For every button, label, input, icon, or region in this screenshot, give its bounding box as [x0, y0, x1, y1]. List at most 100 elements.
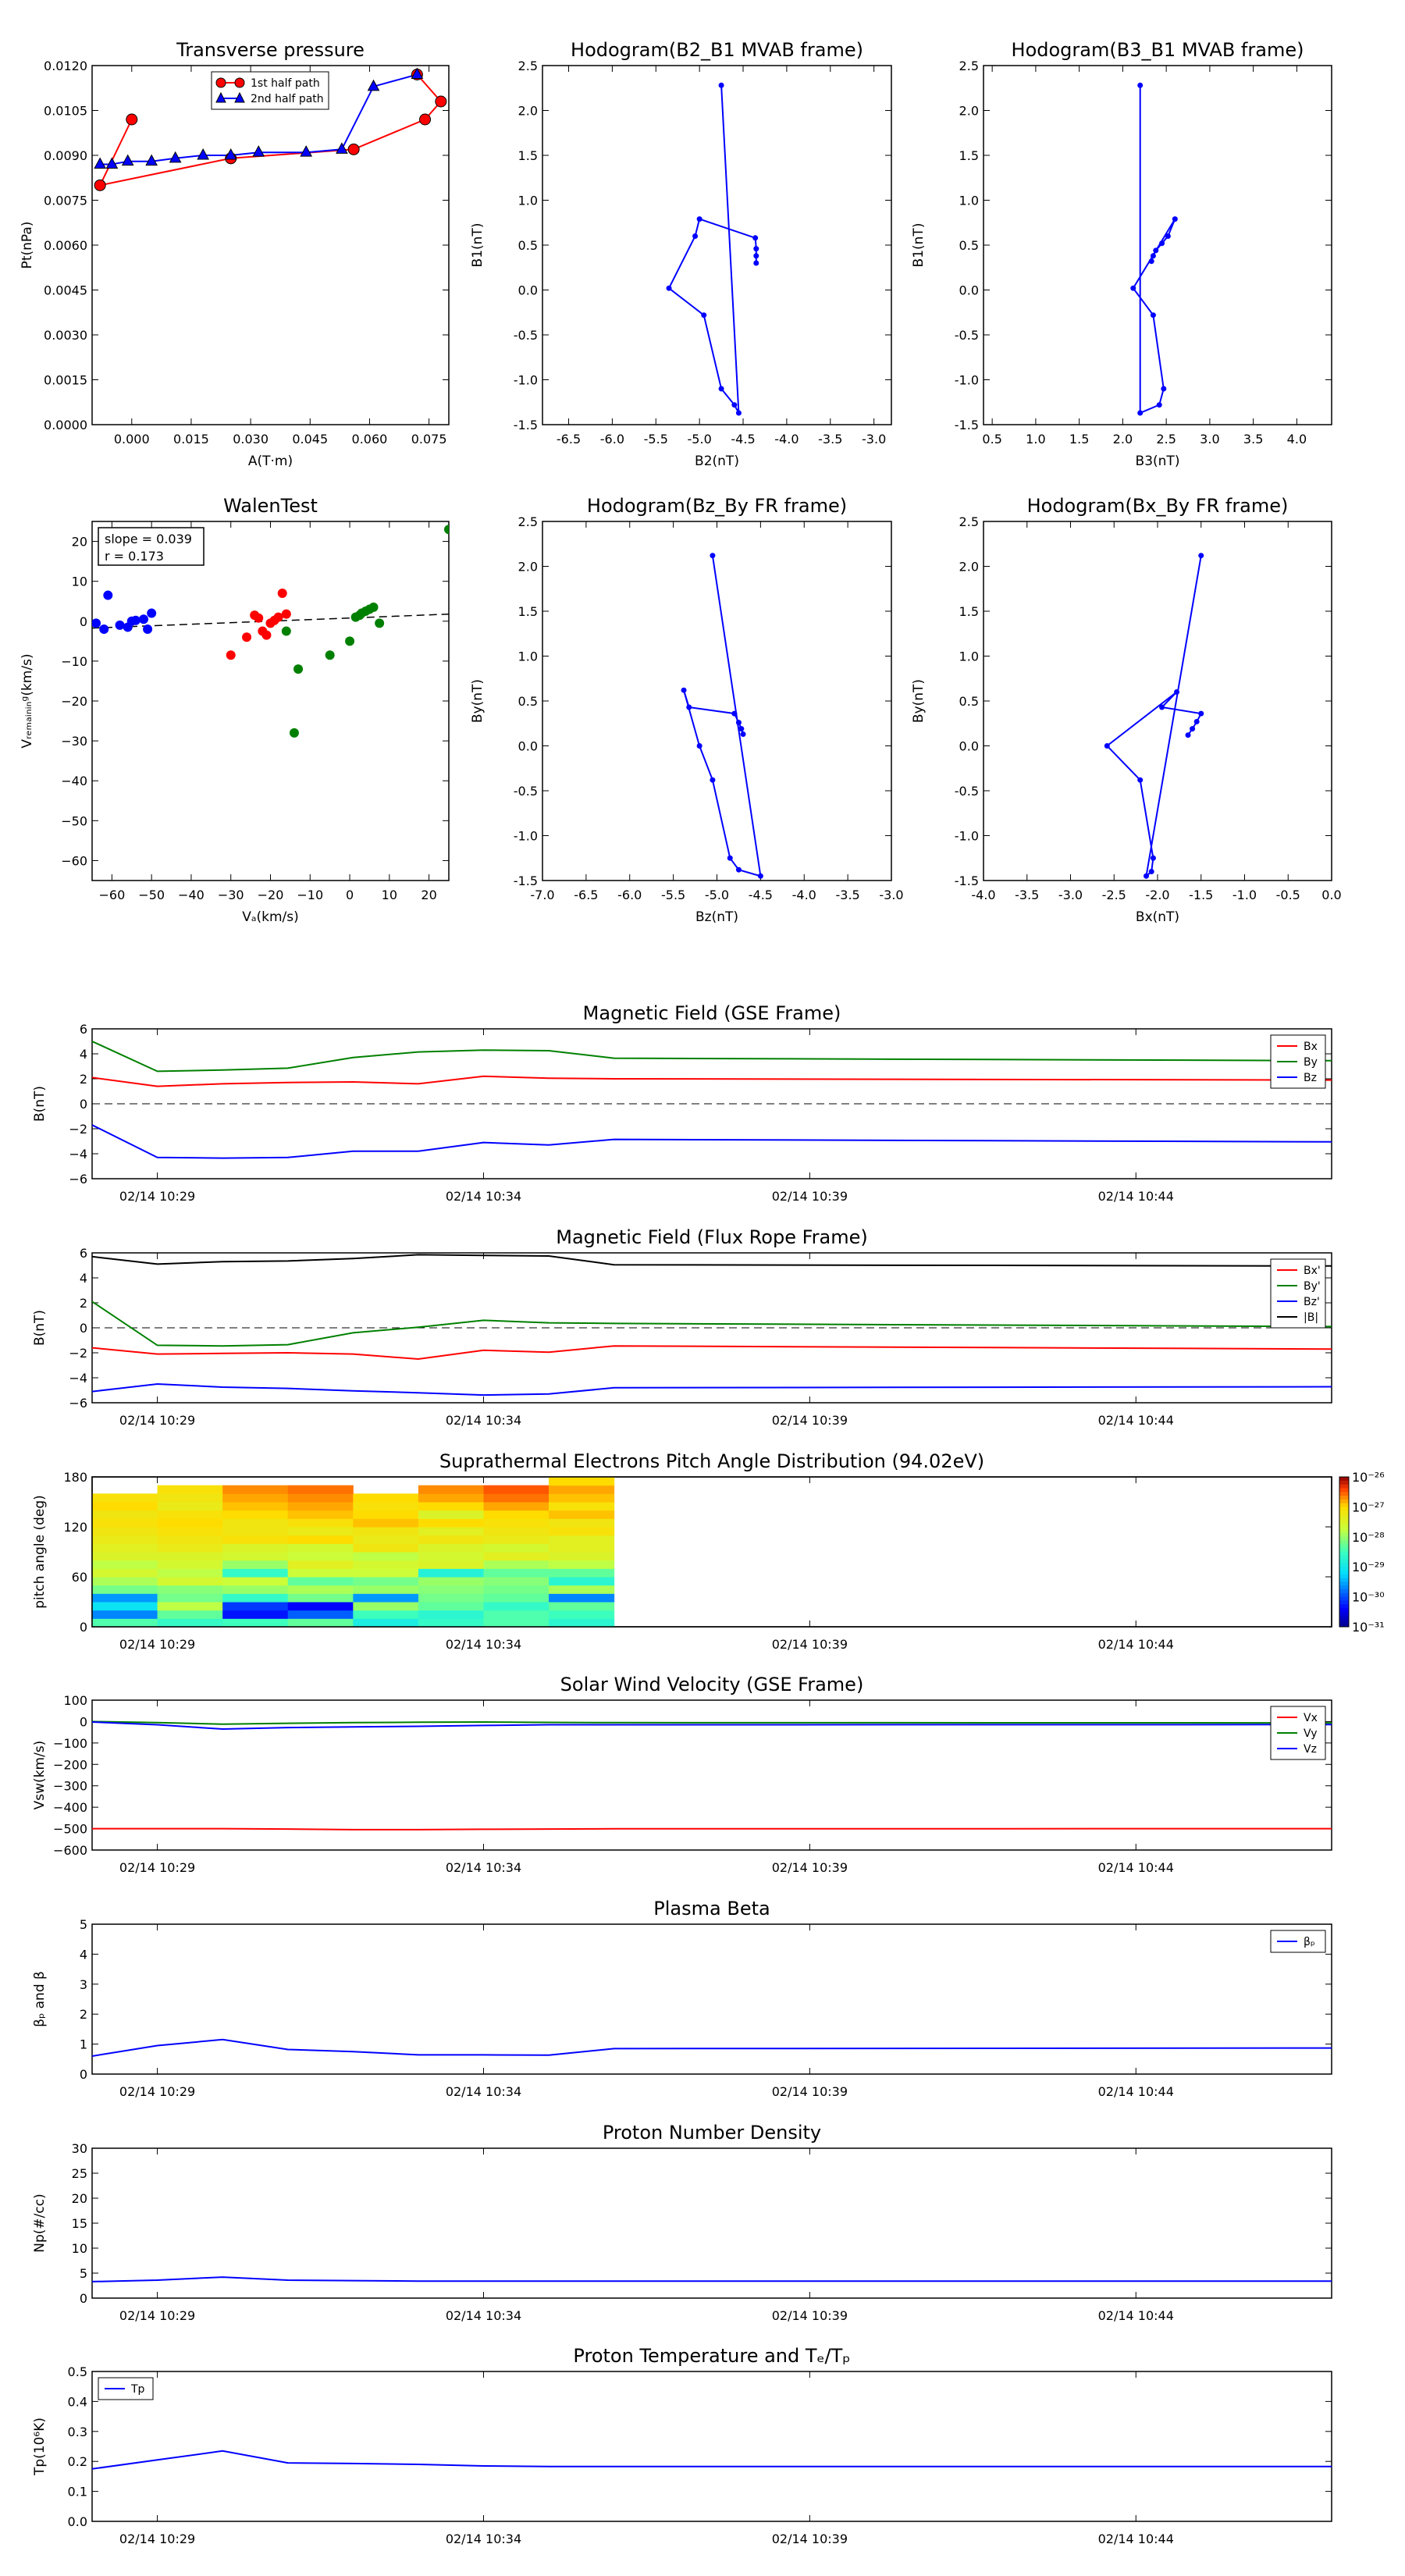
colorbar-cell: [1339, 1507, 1349, 1511]
chart-title: Transverse pressure: [176, 39, 365, 61]
plot-frame: [983, 65, 1332, 425]
y-axis-label: B1(nT): [470, 223, 486, 268]
heatmap-cell: [287, 1593, 354, 1603]
y-tick-label: -1.0: [514, 373, 538, 388]
y-tick-label: 10: [72, 575, 87, 589]
heatmap-cell: [353, 1610, 419, 1619]
x-tick-label: 02/14 10:34: [446, 2084, 521, 2099]
scatter-point: [226, 650, 236, 660]
data-point: [1144, 873, 1150, 879]
data-point: [681, 687, 687, 693]
heatmap-cell: [483, 1502, 550, 1511]
heatmap-cell: [549, 1493, 615, 1503]
heatmap-cell: [222, 1577, 289, 1586]
heatmap-cell: [157, 1518, 223, 1528]
heatmap-cell: [222, 1502, 289, 1511]
heatmap-cell: [549, 1510, 615, 1519]
x-axis-label: B2(nT): [695, 454, 739, 469]
heatmap-cell: [483, 1593, 550, 1603]
heatmap-cell: [92, 1518, 158, 1528]
heatmap-cell: [418, 1485, 484, 1494]
x-tick-label: 02/14 10:44: [1098, 1413, 1174, 1428]
heatmap-cell: [92, 1493, 158, 1503]
data-point: [169, 151, 182, 163]
x-tick-label: 1.5: [1069, 432, 1089, 447]
heatmap-cell: [353, 1543, 419, 1553]
chart-walen: WalenTest −60 −50 −40 −30 −20 −10 0 10 20 −60 −50 −4…: [20, 495, 450, 925]
y-tick-label: 2.0: [518, 104, 538, 119]
legend-label: Bz: [1304, 1072, 1317, 1084]
legend-label: Vy: [1304, 1727, 1318, 1740]
y-axis-label: By(nT): [911, 679, 927, 723]
chart-mfgse: Magnetic Field (GSE Frame) −6 −4 −2 0 2 4 6 02/1…: [32, 1002, 1332, 1204]
data-point: [1165, 233, 1171, 239]
data-point: [1130, 285, 1136, 291]
heatmap-cell: [418, 1568, 484, 1578]
data-point: [300, 145, 313, 157]
y-tick-label: 0: [80, 2067, 87, 2082]
y-tick-label: 1.0: [518, 194, 538, 208]
chart-title: WalenTest: [223, 495, 318, 517]
data-point: [727, 855, 733, 861]
y-axis-label: B(nT): [32, 1310, 48, 1346]
colorbar-cell: [1339, 1514, 1349, 1519]
heatmap-cell: [353, 1527, 419, 1536]
scatter-point: [242, 632, 252, 642]
colorbar-cell: [1339, 1600, 1349, 1605]
heatmap-cell: [287, 1502, 354, 1511]
plot-area: [92, 1720, 1332, 1831]
chart-mffr: Magnetic Field (Flux Rope Frame)−6−4−202…: [32, 1226, 1332, 1428]
y-tick-label: 0.4: [68, 2394, 87, 2409]
y-tick-label: -0.5: [514, 328, 538, 343]
heatmap-cell: [549, 1618, 615, 1628]
chart-tpp: Proton Temperature and Tₑ/Tₚ 0.0 0.1 0.2 0.3…: [32, 2345, 1332, 2546]
data-point: [1137, 777, 1144, 783]
x-tick-label: -3.0: [879, 888, 903, 902]
data-point: [692, 233, 699, 239]
heatmap-cell: [157, 1535, 223, 1544]
data-point: [435, 95, 447, 108]
x-tick-label: 02/14 10:39: [772, 1637, 848, 1652]
heatmap-cell: [353, 1502, 419, 1511]
x-tick-label: 02/14 10:39: [772, 2532, 848, 2546]
y-tick-label: 0.0: [959, 739, 979, 754]
heatmap-cell: [92, 1560, 158, 1569]
x-tick-label: 1.0: [1026, 432, 1045, 447]
data-point: [1148, 258, 1154, 265]
data-point: [1172, 216, 1178, 222]
x-tick-label: -4.0: [792, 888, 816, 902]
heatmap-cell: [549, 1568, 615, 1578]
heatmap-cell: [92, 1535, 158, 1544]
data-point: [735, 866, 742, 873]
y-axis-label: Vsw(km/s): [32, 1741, 48, 1810]
heatmap-cell: [157, 1502, 223, 1511]
y-tick-label: 10: [72, 2241, 87, 2256]
data-point: [701, 312, 707, 318]
legend-label: Bz': [1304, 1296, 1320, 1308]
legend-marker: [215, 91, 226, 103]
data-point: [1198, 553, 1204, 559]
x-tick-label: 2.0: [1113, 432, 1133, 447]
heatmap-cell: [157, 1602, 223, 1611]
y-tick-label: −200: [53, 1757, 87, 1772]
legend-marker: [215, 77, 226, 88]
x-tick-label: −50: [138, 888, 165, 902]
x-tick-label: 02/14 10:29: [119, 1637, 195, 1652]
y-tick-label: 2.5: [518, 59, 538, 73]
heatmap-cell: [222, 1610, 289, 1619]
y-tick-label: 0.0045: [44, 283, 87, 298]
data-point: [419, 113, 432, 126]
scatter-point: [115, 620, 125, 630]
x-tick-label: -1.0: [1232, 888, 1257, 902]
heatmap-cell: [549, 1502, 615, 1511]
heatmap-cell: [92, 1577, 158, 1586]
legend-box: [211, 71, 329, 110]
colorbar-cell: [1339, 1499, 1349, 1504]
y-tick-label: 4: [80, 1947, 87, 1962]
x-tick-label: -7.0: [530, 888, 554, 902]
y-tick-label: 6: [80, 1022, 87, 1037]
x-tick-label: -4.0: [971, 888, 995, 902]
colorbar-cell: [1339, 1492, 1349, 1496]
heatmap-cell: [483, 1552, 550, 1561]
